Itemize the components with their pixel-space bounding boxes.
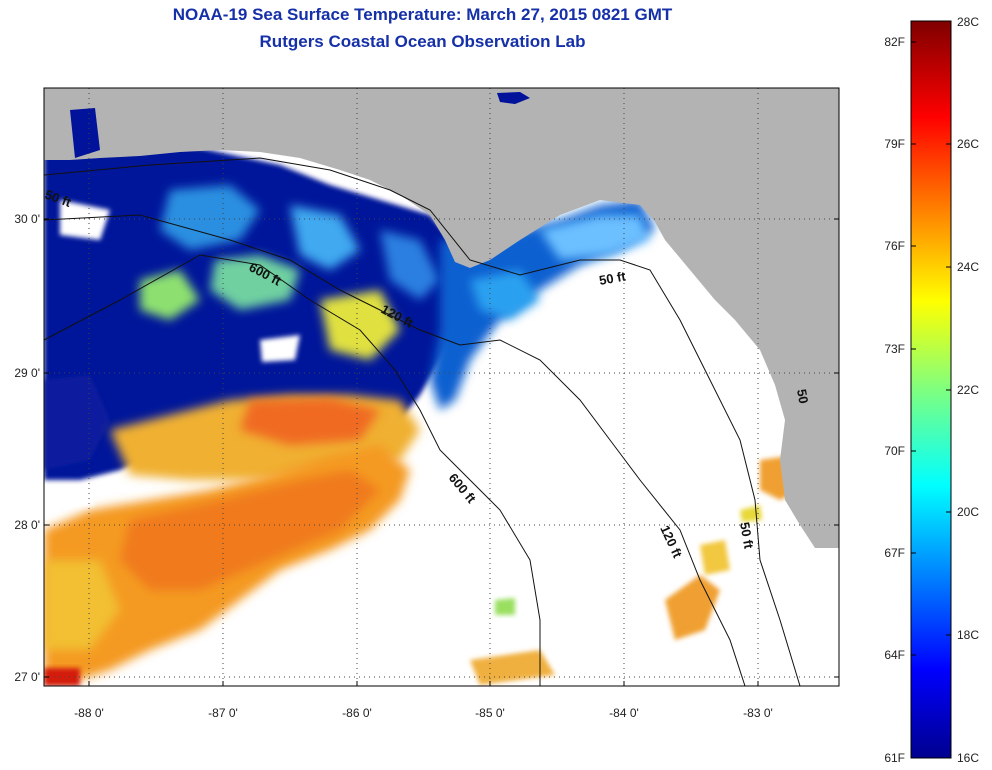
lon-label: -84 0': [609, 706, 639, 720]
lon-label: -83 0': [743, 706, 773, 720]
lon-label: -85 0': [475, 706, 505, 720]
colorbar-fahrenheit-label: 82F: [884, 35, 905, 49]
contour-label-50-right: 50 ft: [737, 521, 757, 551]
lat-label: 30 0': [14, 212, 40, 226]
lon-label: -87 0': [208, 706, 238, 720]
colorbar-celsius-label: 18C: [957, 628, 979, 642]
colorbar-celsius-label: 28C: [957, 15, 979, 29]
colorbar-celsius-label: 16C: [957, 751, 979, 765]
inland-water: [497, 92, 530, 104]
colorbar-ticks: [911, 41, 951, 656]
lat-label: 28 0': [14, 518, 40, 532]
map-title: NOAA-19 Sea Surface Temperature: March 2…: [172, 5, 673, 24]
map-subtitle: Rutgers Coastal Ocean Observation Lab: [259, 32, 586, 51]
colorbar-fahrenheit-label: 70F: [884, 444, 905, 458]
depth-contours: [44, 157, 801, 686]
colorbar-gradient: [910, 20, 952, 759]
temperature-field: [44, 140, 800, 686]
colorbar-fahrenheit-label: 73F: [884, 342, 905, 356]
colorbar-celsius-label: 22C: [957, 383, 979, 397]
contour-label-50-top: 50 ft: [598, 268, 628, 288]
contour-label-50-edge: 50: [794, 388, 811, 405]
colorbar-celsius-label: 20C: [957, 505, 979, 519]
colorbar-fahrenheit-label: 79F: [884, 137, 905, 151]
colorbar-fahrenheit-label: 64F: [884, 648, 905, 662]
lon-label: -86 0': [342, 706, 372, 720]
colorbar-fahrenheit-label: 76F: [884, 239, 905, 253]
lat-label: 29 0': [14, 366, 40, 380]
lat-label: 27 0': [14, 670, 40, 684]
colorbar-fahrenheit-label: 67F: [884, 546, 905, 560]
colorbar-fahrenheit-label: 61F: [884, 751, 905, 765]
lon-label: -88 0': [74, 706, 104, 720]
land-mass: [44, 88, 839, 548]
tick-marks: [44, 218, 839, 686]
colorbar-celsius-label: 26C: [957, 137, 979, 151]
colorbar-celsius-label: 24C: [957, 260, 979, 274]
bay-water: [70, 108, 100, 158]
map-frame: [43, 87, 840, 687]
